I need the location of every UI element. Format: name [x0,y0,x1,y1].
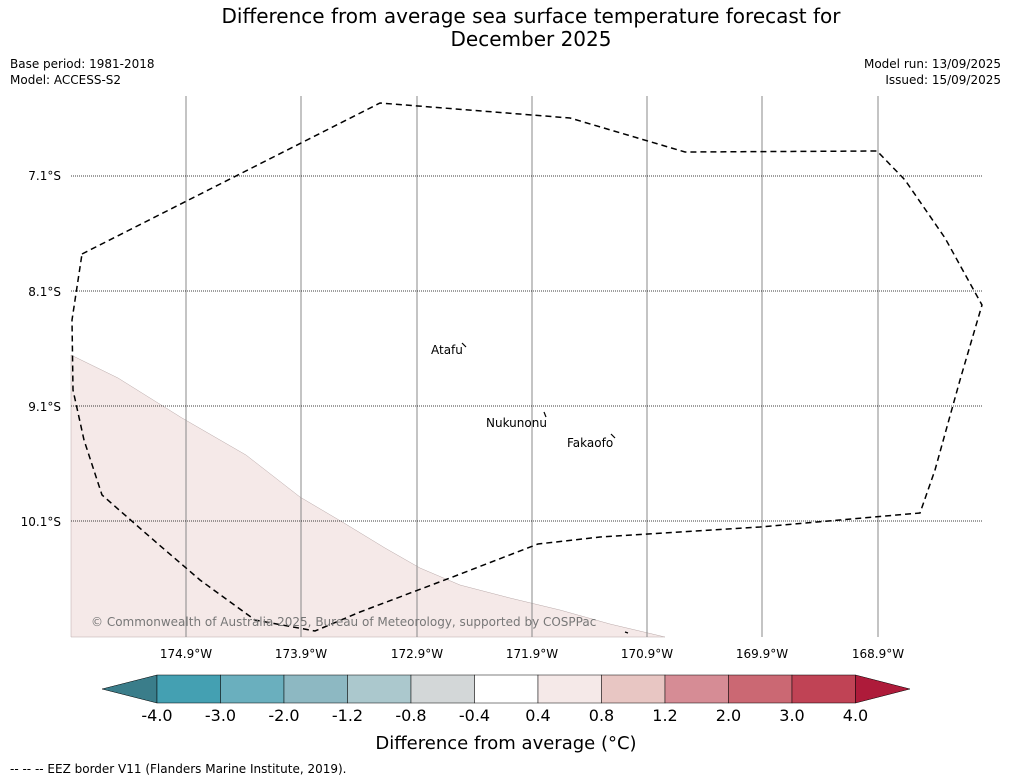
colorbar-tick: 0.8 [589,706,614,725]
latitude-labels: 7.1°S 8.1°S 9.1°S 10.1°S [21,169,61,529]
map-title: Difference from average sea surface temp… [0,5,1011,51]
base-period: Base period: 1981-2018 [10,57,155,71]
colorbar-segment [601,674,666,704]
colorbar-arrow-left [101,674,158,704]
colorbar-tick: 3.0 [779,706,804,725]
copyright-credit: © Commonwealth of Australia 2025, Bureau… [91,615,596,629]
atafu-island-icon [461,342,467,348]
meta-left: Base period: 1981-2018 Model: ACCESS-S2 [10,56,155,88]
colorbar-tick: -0.4 [459,706,490,725]
meta-right: Model run: 13/09/2025 Issued: 15/09/2025 [864,56,1001,88]
model-name: Model: ACCESS-S2 [10,73,122,87]
islands [461,342,629,634]
place-nukunonu: Nukunonu [486,416,547,430]
colorbar: -4.0 -3.0 -2.0 -1.2 -0.8 -0.4 0.4 0.8 1.… [101,674,911,754]
lat-label: 10.1°S [21,515,61,529]
longitude-labels: 174.9°W 173.9°W 172.9°W 171.9°W 170.9°W … [160,647,904,661]
lat-label: 8.1°S [28,285,61,299]
colorbar-arrow-right [855,674,911,704]
colorbar-segment [664,674,729,704]
colorbar-tick: -3.0 [205,706,236,725]
colorbar-segment [220,674,285,704]
lon-label: 173.9°W [275,647,327,661]
fakaofo-island-icon [610,433,616,439]
colorbar-tick: 0.4 [525,706,550,725]
anomaly-region [70,354,666,638]
colorbar-label: Difference from average (°C) [375,733,636,754]
colorbar-tick: 2.0 [716,706,741,725]
lat-label: 9.1°S [28,400,61,414]
colorbar-segment [537,674,602,704]
colorbar-segment [410,674,475,704]
lon-label: 170.9°W [621,647,673,661]
lon-label: 169.9°W [736,647,788,661]
title-line-2: December 2025 [450,27,612,51]
place-fakaofo: Fakaofo [567,436,613,450]
issued-date: Issued: 15/09/2025 [885,73,1001,87]
eez-border [71,102,983,632]
colorbar-segment [156,674,221,704]
colorbar-tick: 4.0 [843,706,868,725]
colorbar-tick: -4.0 [141,706,172,725]
colorbar-tick: -1.2 [332,706,363,725]
colorbar-tick: -2.0 [268,706,299,725]
lon-label: 171.9°W [506,647,558,661]
lon-label: 174.9°W [160,647,212,661]
small-island-icon [624,631,629,634]
nukunonu-island-icon [543,411,547,418]
colorbar-segment [474,674,539,704]
title-line-1: Difference from average sea surface temp… [221,4,841,28]
eez-legend-footer: -- -- -- EEZ border V11 (Flanders Marine… [10,762,347,776]
place-atafu: Atafu [431,343,463,357]
colorbar-tick: 1.2 [652,706,677,725]
colorbar-segment [728,674,793,704]
colorbar-segment [347,674,412,704]
colorbar-segment [283,674,348,704]
colorbar-segment [791,674,856,704]
lon-label: 168.9°W [852,647,904,661]
map-area: Atafu Nukunonu Fakaofo © Commonwealth of… [70,96,983,638]
colorbar-tick: -0.8 [395,706,426,725]
lon-label: 172.9°W [391,647,443,661]
model-run: Model run: 13/09/2025 [863,57,1001,71]
lat-label: 7.1°S [28,169,61,183]
